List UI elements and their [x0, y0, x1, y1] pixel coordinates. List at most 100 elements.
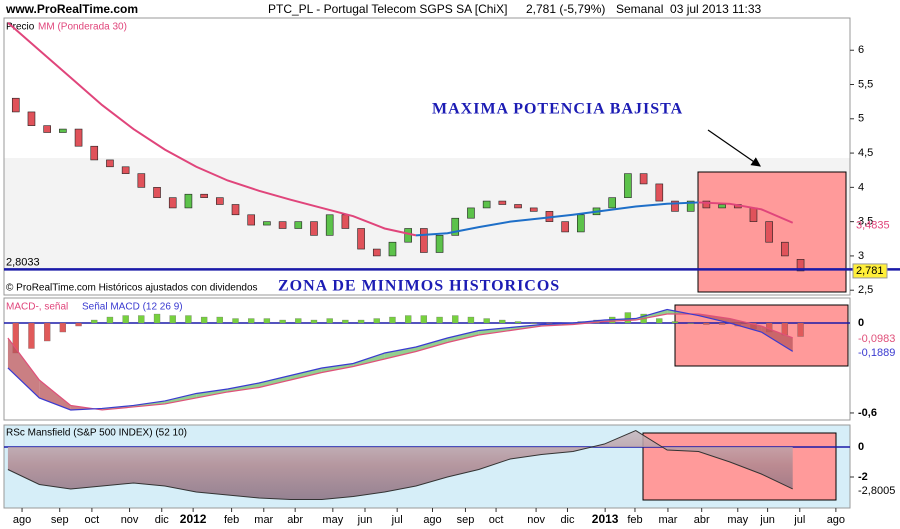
candle: [451, 217, 460, 236]
histogram-bar: [295, 318, 302, 324]
candle: [310, 221, 318, 236]
candle: [765, 221, 773, 243]
histogram-bar: [122, 315, 129, 324]
y-tick-label: 3: [858, 250, 864, 262]
histogram-bar: [91, 319, 98, 324]
y-tick-label: 0: [858, 441, 864, 453]
candle: [388, 241, 397, 257]
x-tick-label: abr: [694, 514, 710, 526]
histogram-bar: [232, 318, 239, 324]
macd-legend: MACD-, señal: [6, 302, 68, 313]
ma-line: [415, 201, 699, 237]
ma-line: [698, 201, 794, 224]
histogram-bar: [279, 319, 286, 324]
candle: [718, 204, 726, 209]
source: www.ProRealTime.com: [5, 2, 138, 16]
x-tick-label: mar: [658, 514, 677, 526]
histogram-bar: [797, 322, 804, 337]
x-tick-label: nov: [527, 514, 545, 526]
macd-fill: [39, 379, 71, 410]
histogram-bar: [389, 316, 396, 324]
candle: [671, 200, 679, 212]
histogram-bar: [718, 322, 726, 325]
candle: [278, 221, 287, 229]
histogram-bar: [624, 312, 632, 324]
y-tick-label: 2,5: [858, 284, 873, 296]
y-tick-label: 4: [858, 181, 864, 193]
candle: [577, 214, 585, 233]
x-tick-label: sep: [51, 514, 69, 526]
macd-fill: [196, 388, 228, 398]
histogram-bar: [452, 315, 459, 324]
candle: [59, 128, 67, 133]
histogram-bar: [514, 321, 522, 324]
rsc-end-label: -2,8005: [858, 485, 895, 497]
candle: [686, 200, 695, 212]
last-label: 2,781: [856, 265, 884, 277]
x-tick-label: 2012: [180, 512, 207, 526]
candle: [639, 173, 648, 185]
candle: [796, 259, 805, 272]
legend-ma: MM (Ponderada 30): [38, 22, 127, 33]
histogram-bar: [467, 316, 475, 324]
histogram-bar: [420, 315, 428, 324]
macd-panel: [3, 297, 851, 421]
macd-fill: [259, 375, 291, 388]
y-tick-label: -0,6: [858, 407, 877, 419]
chart-title: PTC_PL - Portugal Telecom SGPS SA [ChiX]: [268, 2, 507, 16]
macd-fill: [447, 330, 479, 343]
signal-line: [7, 313, 793, 411]
macd-fill: [384, 347, 417, 359]
candle: [90, 145, 99, 161]
macd-end-label: -0,1889: [858, 347, 895, 359]
candle: [263, 221, 271, 226]
candle: [514, 204, 522, 209]
macd-fill: [321, 363, 354, 373]
candle: [184, 193, 193, 209]
y-tick-label: 5: [858, 113, 864, 125]
histogram-bar: [185, 315, 192, 324]
arrow: [707, 129, 761, 167]
histogram-bar: [169, 315, 176, 324]
y-tick-label: 5,5: [858, 78, 873, 90]
histogram-bar: [44, 322, 51, 342]
candle: [482, 200, 491, 209]
histogram-bar: [248, 318, 255, 324]
candle: [404, 228, 412, 243]
x-tick-label: dic: [155, 514, 170, 526]
macd-fill: [290, 367, 322, 380]
macd-fill: [164, 393, 197, 404]
macd-fill: [227, 382, 260, 392]
x-tick-label: feb: [627, 514, 642, 526]
histogram-bar: [342, 319, 349, 324]
candle: [749, 207, 758, 222]
macd-fill: [7, 338, 40, 398]
note: © ProRealTime.com Históricos ajustados c…: [6, 283, 258, 294]
histogram-bar: [200, 316, 208, 324]
x-tick-label: feb: [224, 514, 239, 526]
histogram-bar: [781, 322, 789, 336]
candle: [420, 228, 428, 253]
price-panel: [3, 17, 851, 296]
candle: [624, 173, 632, 198]
rsc-legend: RSc Mansfield (S&P 500 INDEX) (52 10): [6, 428, 187, 439]
histogram-bar: [499, 319, 506, 324]
x-tick-label: abr: [287, 514, 303, 526]
macd-fill: [478, 327, 511, 336]
candle: [655, 183, 664, 202]
candle: [294, 221, 303, 229]
histogram-bar: [106, 316, 114, 324]
histogram-bar: [436, 316, 443, 324]
candle: [168, 197, 177, 209]
candle: [341, 214, 350, 229]
x-tick-label: mar: [254, 514, 273, 526]
candle: [137, 173, 146, 188]
candle: [43, 125, 51, 133]
annotation: MAXIMA POTENCIA BAJISTA: [432, 101, 683, 118]
histogram-bar: [263, 318, 271, 324]
candle: [357, 228, 365, 250]
histogram-bar: [59, 322, 67, 333]
histogram-bar: [310, 319, 318, 324]
x-tick-label: sep: [457, 514, 475, 526]
